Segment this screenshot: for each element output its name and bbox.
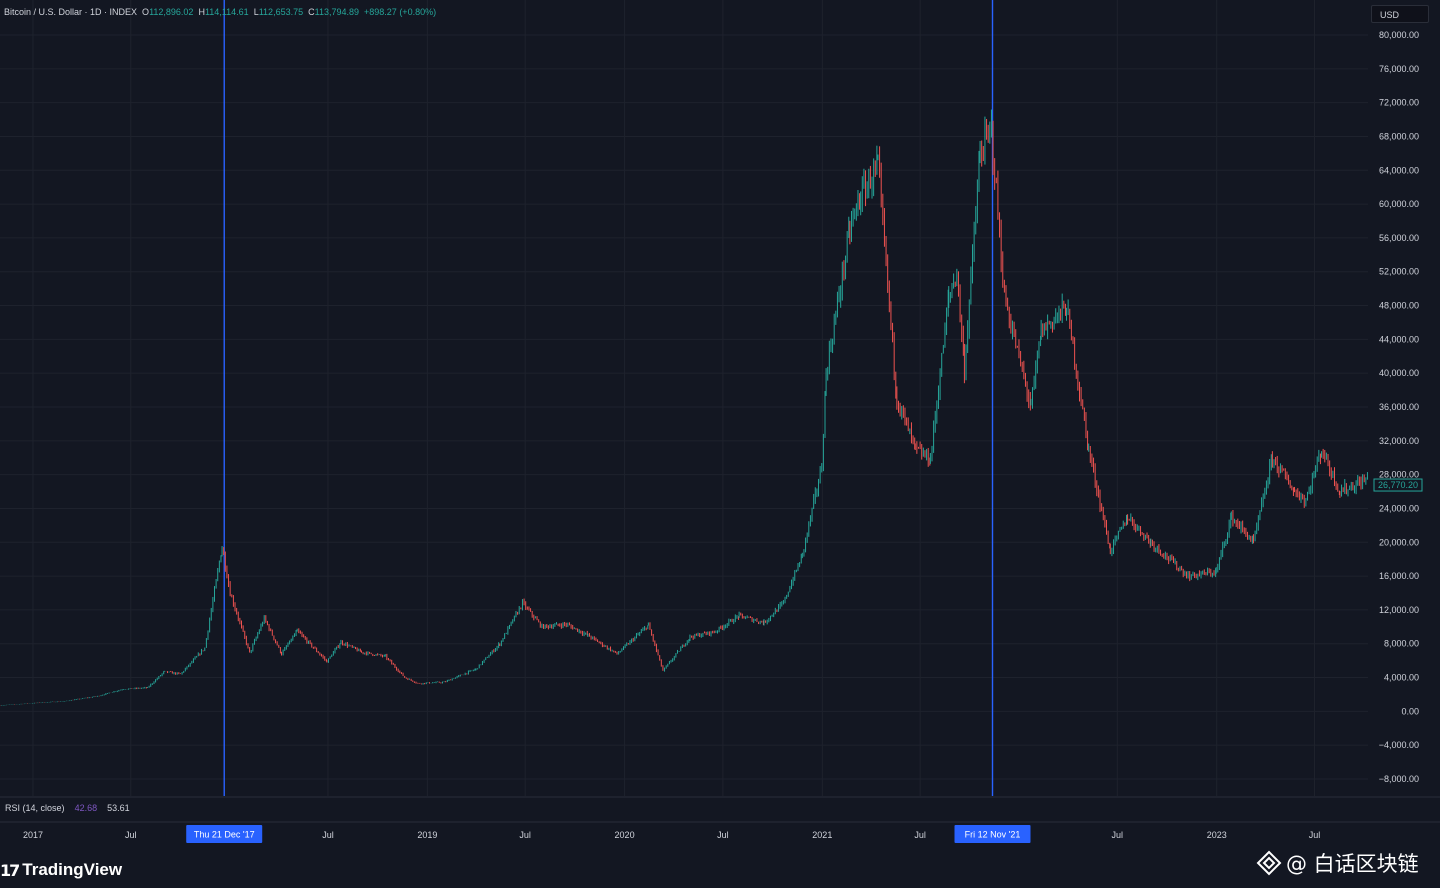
- price-tick-label: 72,000.00: [1379, 98, 1419, 108]
- price-tick-label: 52,000.00: [1379, 267, 1419, 277]
- price-tick-label: 76,000.00: [1379, 64, 1419, 74]
- date-marker-label: Fri 12 Nov '21: [965, 830, 1021, 840]
- price-tick-label: 32,000.00: [1379, 436, 1419, 446]
- time-tick-label: Jul: [322, 830, 334, 840]
- price-tick-label: 48,000.00: [1379, 301, 1419, 311]
- symbol-title[interactable]: Bitcoin / U.S. Dollar · 1D · INDEX: [4, 7, 138, 17]
- close-value: 113,794.89: [314, 7, 360, 17]
- close-label: C: [308, 7, 315, 17]
- price-tick-label: 28,000.00: [1379, 470, 1419, 480]
- price-tick-label: 8,000.00: [1384, 639, 1419, 649]
- time-tick-label: Jul: [1309, 830, 1321, 840]
- tradingview-logo[interactable]: 17 TradingView: [0, 860, 122, 880]
- last-price-badge: [1373, 478, 1423, 492]
- time-tick-label: Jul: [1112, 830, 1124, 840]
- low-value: 112,653.75: [258, 7, 304, 17]
- tradingview-logo-icon: 17: [0, 860, 20, 880]
- time-tick-label: 2017: [23, 830, 43, 840]
- high-label: H: [198, 7, 205, 17]
- price-tick-label: 68,000.00: [1379, 131, 1419, 141]
- time-tick-label: Jul: [125, 830, 137, 840]
- open-label: O: [142, 7, 150, 17]
- date-marker-badge: [186, 825, 263, 843]
- date-marker-label: Thu 21 Dec '17: [194, 830, 255, 840]
- price-tick-label: 64,000.00: [1379, 165, 1419, 175]
- price-tick-label: 44,000.00: [1379, 334, 1419, 344]
- time-tick-label: 2023: [1207, 830, 1227, 840]
- time-tick-label: Jul: [717, 830, 729, 840]
- price-tick-label: 24,000.00: [1379, 503, 1419, 513]
- symbol-legend: Bitcoin / U.S. Dollar · 1D · INDEX O 112…: [4, 7, 436, 21]
- price-tick-label: 16,000.00: [1379, 571, 1419, 581]
- series-layer: [0, 109, 1368, 706]
- rsi-indicator-legend[interactable]: RSI (14, close) 42.68 53.61: [5, 803, 130, 813]
- axis-layer: 80,000.00 76,000.00 72,000.00 68,000.00 64,0…: [0, 30, 1440, 843]
- price-tick-label: 12,000.00: [1379, 605, 1419, 615]
- watermark: @ 白话区块链: [1256, 848, 1419, 878]
- price-tick-label: 36,000.00: [1379, 402, 1419, 412]
- marker-layer: [223, 0, 994, 796]
- price-tick-label: 4,000.00: [1384, 673, 1419, 683]
- currency-selector[interactable]: USD: [1371, 5, 1429, 23]
- price-tick-label: 60,000.00: [1379, 199, 1419, 209]
- watermark-text: @ 白话区块链: [1286, 852, 1419, 876]
- price-tick-label: 56,000.00: [1379, 233, 1419, 243]
- open-value: 112,896.02: [149, 7, 194, 17]
- price-tick-label: 20,000.00: [1379, 537, 1419, 547]
- price-tick-label: 0.00: [1401, 706, 1419, 716]
- rsi-value-2: 53.61: [107, 803, 130, 813]
- low-label: L: [253, 7, 259, 17]
- change-value: +898.27 (+0.80%): [364, 7, 437, 17]
- diamond-logo-icon: [1256, 850, 1282, 876]
- price-tick-label: 40,000.00: [1379, 368, 1419, 378]
- time-tick-label: Jul: [519, 830, 531, 840]
- time-tick-label: 2019: [417, 830, 437, 840]
- last-price-label: 26,770.20: [1378, 480, 1418, 490]
- high-value: 114,114.61: [204, 7, 249, 17]
- time-tick-label: Jul: [914, 830, 926, 840]
- tradingview-logo-text: TradingView: [22, 860, 123, 879]
- price-tick-label: −8,000.00: [1379, 774, 1419, 784]
- time-tick-label: 2021: [812, 830, 832, 840]
- grid-layer: [0, 0, 1368, 796]
- date-marker-badge: [954, 825, 1031, 843]
- price-tick-label: 80,000.00: [1379, 30, 1419, 40]
- rsi-value-1: 42.68: [74, 803, 98, 813]
- price-tick-label: −4,000.00: [1379, 740, 1419, 750]
- rsi-name: RSI (14, close): [5, 803, 65, 813]
- time-tick-label: 2020: [615, 830, 635, 840]
- footer-bar: [0, 847, 1440, 888]
